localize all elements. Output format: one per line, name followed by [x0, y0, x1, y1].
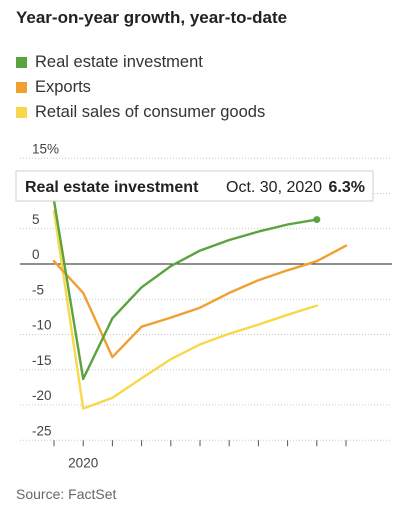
tooltip-value: 6.3%	[329, 179, 365, 196]
highlight-point	[313, 216, 321, 224]
series-line-exports	[52, 244, 348, 359]
y-tick-label: 5	[32, 212, 40, 227]
y-tick-label: -20	[32, 388, 52, 403]
legend-swatch-real-estate	[16, 57, 27, 68]
x-tick-label: 2020	[68, 455, 98, 470]
series-line-real-estate-investment	[52, 199, 318, 381]
legend-label-real-estate: Real estate investment	[35, 53, 203, 71]
y-tick-label: 15%	[32, 141, 59, 156]
y-tick-label: 0	[32, 247, 40, 262]
tooltip-date: Oct. 30, 2020	[226, 179, 322, 196]
source-note: Source: FactSet	[16, 486, 117, 502]
series-line-retail-sales-of-consumer-goods	[52, 209, 318, 410]
legend: Real estate investment Exports Retail sa…	[16, 50, 265, 125]
y-tick-label: -15	[32, 353, 52, 368]
y-tick-label: -25	[32, 423, 52, 438]
chart-title: Year-on-year growth, year-to-date	[16, 8, 288, 27]
legend-item-real-estate: Real estate investment	[16, 50, 265, 75]
y-tick-label: -10	[32, 318, 52, 333]
legend-swatch-exports	[16, 82, 27, 93]
legend-item-exports: Exports	[16, 75, 265, 100]
legend-label-retail-sales: Retail sales of consumer goods	[35, 103, 266, 121]
legend-item-retail-sales: Retail sales of consumer goods	[16, 100, 265, 125]
tooltip-box	[15, 170, 374, 202]
legend-swatch-retail-sales	[16, 107, 27, 118]
legend-label-exports: Exports	[35, 78, 91, 96]
y-tick-label: -5	[32, 282, 44, 297]
tooltip-series-label: Real estate investment	[25, 179, 199, 196]
